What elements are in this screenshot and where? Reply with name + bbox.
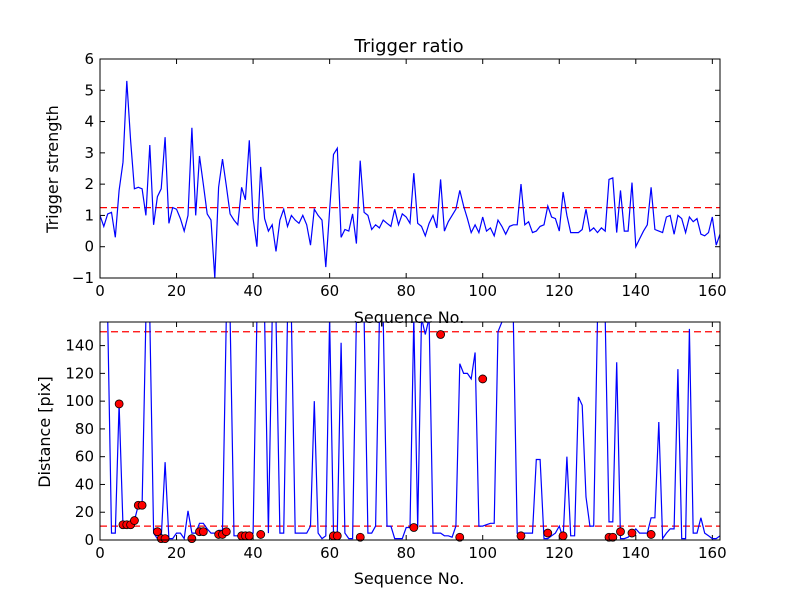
x-tick-label: 160: [698, 544, 727, 562]
trigger-ratio-chart: Trigger ratio 0 20 40 60 80 100 120 140 160−1012…: [43, 36, 727, 327]
x-tick-label: 20: [167, 282, 186, 300]
data-point-marker: [478, 374, 488, 384]
chart-title: Trigger ratio: [353, 36, 463, 57]
data-point-marker: [646, 530, 656, 539]
plot-area: 0 20 40 60 80 100 120 140 160 0 20 40 60 80 100 120 140: [65, 321, 727, 562]
data-point-marker: [616, 527, 625, 537]
x-tick-label: 20: [167, 544, 186, 562]
x-tick-label: 40: [244, 544, 263, 562]
data-point-marker: [221, 527, 231, 537]
y-tick-label: 0: [84, 531, 94, 549]
x-axis-label: Sequence No.: [354, 569, 465, 588]
data-point-marker: [558, 531, 568, 541]
data-point-marker: [256, 530, 266, 539]
x-tick-label: 80: [397, 282, 416, 300]
data-point-marker: [332, 531, 342, 541]
x-tick-label: 60: [320, 544, 339, 562]
plot-frame: [99, 58, 721, 279]
x-axis-label: Sequence No.: [354, 308, 465, 327]
data-point-marker: [153, 527, 162, 537]
y-tick-label: 20: [75, 503, 94, 521]
y-tick-label: 40: [75, 475, 94, 493]
x-tick-label: 140: [621, 282, 650, 300]
y-tick-label: 100: [65, 392, 94, 410]
data-point-marker: [543, 528, 553, 538]
data-point-marker: [198, 527, 208, 537]
y-tick-label: 1: [84, 206, 94, 224]
data-point-marker: [114, 399, 124, 409]
x-tick-label: 140: [621, 544, 650, 562]
y-tick-label: 3: [84, 144, 94, 162]
y-tick-label: 0: [84, 238, 94, 256]
data-point-marker: [627, 528, 637, 538]
x-tick-label: 60: [320, 282, 339, 300]
y-tick-label: 140: [65, 337, 94, 355]
data-point-marker: [455, 532, 465, 542]
y-tick-label: 80: [75, 420, 94, 438]
series-line: [100, 80, 720, 278]
y-tick-label: 120: [65, 364, 94, 382]
x-tick-label: 160: [698, 282, 727, 300]
y-tick-label: 5: [84, 81, 94, 99]
x-tick-label: 0: [95, 282, 105, 300]
x-tick-label: 0: [95, 544, 105, 562]
data-point-marker: [608, 532, 618, 542]
data-point-marker: [244, 531, 254, 541]
data-point-marker: [516, 531, 526, 541]
y-tick-label: 60: [75, 448, 94, 466]
x-tick-label: 80: [397, 544, 416, 562]
y-tick-label: 4: [84, 113, 94, 131]
x-tick-label: 40: [244, 282, 263, 300]
x-tick-label: 100: [468, 544, 497, 562]
plot-frame: [99, 321, 721, 541]
data-point-marker: [409, 523, 419, 532]
x-tick-label: 120: [545, 544, 574, 562]
data-point-marker: [130, 516, 139, 525]
y-tick-label: 2: [84, 175, 94, 193]
y-tick-label: 6: [84, 50, 94, 68]
data-point-marker: [436, 330, 446, 339]
x-tick-label: 100: [468, 282, 497, 300]
y-axis-label: Distance [pix]: [35, 376, 54, 488]
x-tick-label: 120: [545, 282, 574, 300]
data-point-marker: [355, 532, 365, 542]
y-axis-label: Trigger strength: [43, 105, 62, 234]
data-point-marker: [187, 534, 197, 544]
data-point-marker: [137, 500, 147, 510]
data-point-marker: [160, 534, 170, 544]
distance-chart: 0 20 40 60 80 100 120 140 160020406080100120140 …: [35, 321, 727, 588]
y-tick-label: −1: [72, 269, 94, 287]
